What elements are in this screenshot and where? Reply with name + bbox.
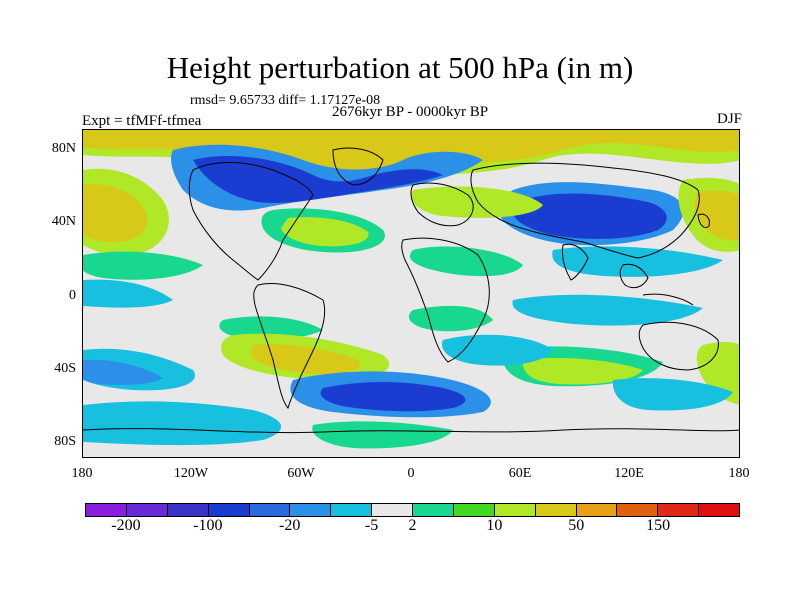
colorbar-swatch bbox=[413, 504, 454, 516]
x-label-120e: 120E bbox=[614, 466, 644, 481]
colorbar-swatch bbox=[576, 504, 618, 516]
colorbar-label: 50 bbox=[568, 517, 585, 534]
colorbar-label: -100 bbox=[193, 517, 223, 534]
colorbar-label: -20 bbox=[279, 517, 301, 534]
map-panel bbox=[82, 129, 740, 458]
colorbar-swatch bbox=[658, 504, 700, 516]
x-label-60w: 60W bbox=[287, 466, 315, 481]
experiment-label: Expt = tfMFf-tfmea bbox=[82, 113, 202, 129]
season-label: DJF bbox=[716, 111, 742, 127]
y-label-40s: 40S bbox=[54, 361, 76, 376]
rmsd-stats: rmsd= 9.65733 diff= 1.17127e-08 bbox=[190, 93, 381, 108]
y-label-80n: 80N bbox=[51, 141, 76, 156]
x-label-120w: 120W bbox=[173, 466, 209, 481]
period-label: 2676kyr BP - 0000kyr BP bbox=[331, 104, 489, 120]
colorbar-swatch bbox=[535, 504, 577, 516]
colorbar-swatch bbox=[372, 504, 413, 516]
colorbar-swatch bbox=[290, 504, 332, 516]
colorbar-swatch bbox=[494, 504, 536, 516]
colorbar-swatch bbox=[453, 504, 495, 516]
x-label-180e: 180 bbox=[728, 466, 750, 481]
x-label-0: 0 bbox=[407, 466, 415, 481]
colorbar-swatch bbox=[86, 504, 127, 516]
colorbar-swatch bbox=[249, 504, 291, 516]
colorbar-label: -5 bbox=[364, 517, 379, 534]
colorbar bbox=[85, 503, 740, 517]
contour-field bbox=[83, 130, 739, 457]
map-title: Height perturbation at 500 hPa (in m) bbox=[166, 50, 634, 85]
colorbar-swatch bbox=[208, 504, 250, 516]
colorbar-swatch bbox=[331, 504, 373, 516]
colorbar-label: -200 bbox=[111, 517, 141, 534]
colorbar-label: 10 bbox=[486, 517, 503, 534]
y-label-40n: 40N bbox=[51, 214, 76, 229]
x-label-60e: 60E bbox=[508, 466, 532, 481]
colorbar-swatch bbox=[699, 504, 739, 516]
colorbar-label: 2 bbox=[408, 517, 417, 534]
y-label-0: 0 bbox=[69, 288, 76, 303]
colorbar-swatch bbox=[617, 504, 659, 516]
colorbar-swatch bbox=[167, 504, 209, 516]
colorbar-swatch bbox=[126, 504, 168, 516]
colorbar-label: 150 bbox=[646, 517, 671, 534]
x-label-180w: 180 bbox=[71, 466, 93, 481]
y-label-80s: 80S bbox=[54, 434, 76, 449]
